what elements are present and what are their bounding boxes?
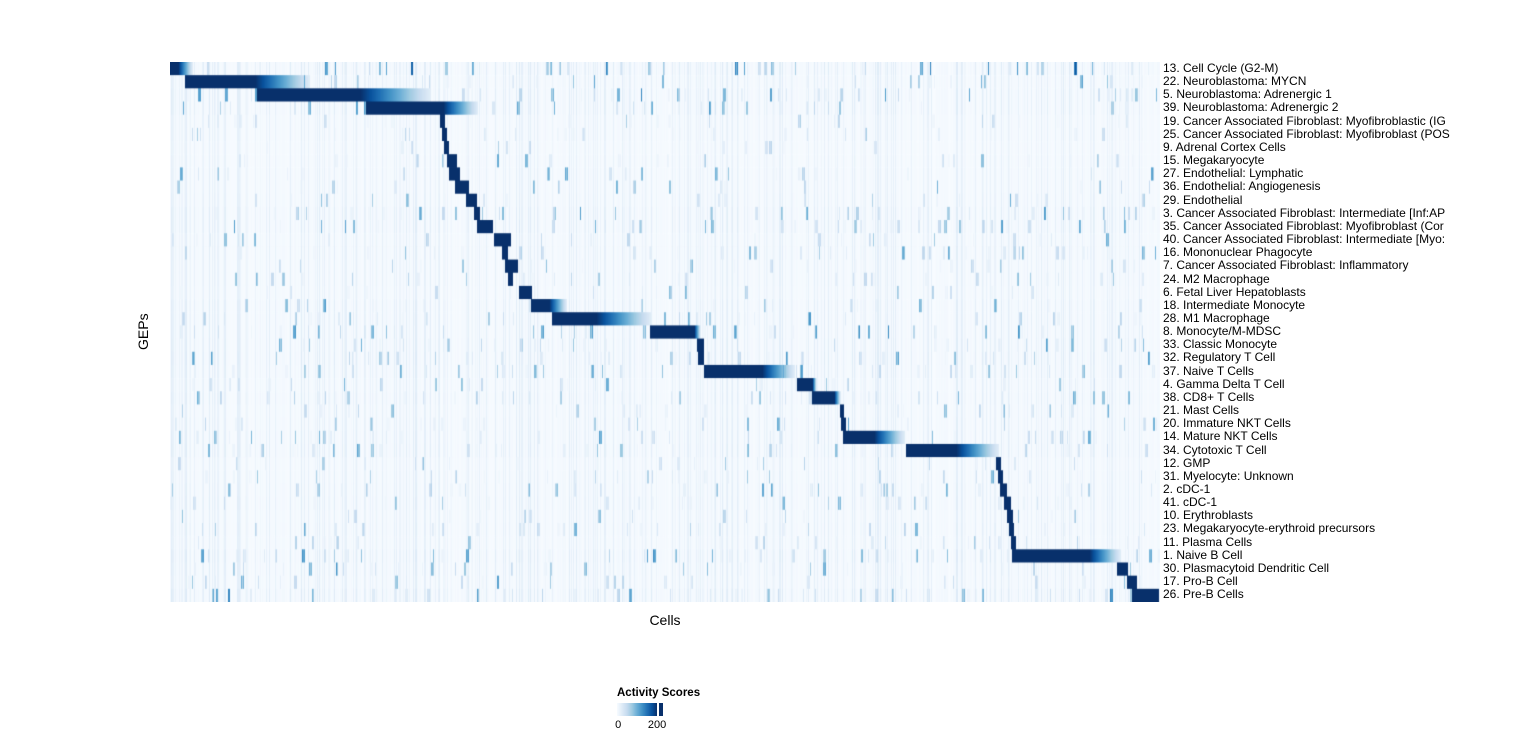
row-label: 30. Plasmacytoid Dendritic Cell [1163, 560, 1330, 575]
legend-title: Activity Scores [617, 687, 701, 699]
row-label: 8. Monocyte/M-MDSC [1163, 324, 1282, 339]
row-label: 16. Mononuclear Phagocyte [1163, 245, 1313, 260]
row-label: 7. Cancer Associated Fibroblast: Inflamm… [1163, 258, 1409, 273]
row-label: 31. Myelocyte: Unknown [1163, 468, 1294, 483]
row-label: 15. Megakaryocyte [1163, 153, 1265, 168]
row-label: 20. Immature NKT Cells [1163, 416, 1291, 431]
row-label: 36. Endothelial: Angiogenesis [1163, 179, 1321, 194]
colorbar-max-label: 200 [647, 719, 667, 731]
row-label: 13. Cell Cycle (G2-M) [1163, 61, 1279, 75]
row-label: 12. GMP [1163, 455, 1211, 470]
row-label: 40. Cancer Associated Fibroblast: Interm… [1163, 232, 1446, 247]
row-label: 17. Pro-B Cell [1163, 574, 1238, 589]
row-label: 29. Endothelial [1163, 192, 1243, 207]
colorbar-gradient [617, 703, 663, 716]
row-label: 10. Erythroblasts [1163, 508, 1254, 523]
row-label: 35. Cancer Associated Fibroblast: Myofib… [1163, 218, 1444, 233]
row-label: 27. Endothelial: Lymphatic [1163, 166, 1304, 181]
row-label: 5. Neuroblastoma: Adrenergic 1 [1163, 87, 1332, 102]
row-label: 34. Cytotoxic T Cell [1163, 442, 1267, 457]
row-label: 1. Naive B Cell [1163, 547, 1243, 562]
row-label: 3. Cancer Associated Fibroblast: Interme… [1163, 205, 1446, 220]
row-labels-column: 13. Cell Cycle (G2-M) 22. Neuroblastoma: … [1163, 61, 1540, 602]
row-label: 32. Regulatory T Cell [1163, 350, 1276, 365]
colorbar-tick-labels: 0 200 [615, 719, 667, 733]
row-label: 38. CD8+ T Cells [1163, 389, 1255, 404]
x-axis-label: Cells [649, 612, 681, 628]
row-label: 19. Cancer Associated Fibroblast: Myofib… [1163, 113, 1446, 128]
y-axis-label: GEPs [135, 313, 151, 351]
row-label: 14. Mature NKT Cells [1163, 429, 1278, 444]
heatmap-canvas [170, 62, 1160, 602]
row-label: 41. cDC-1 [1163, 495, 1218, 510]
colorbar-legend: Activity Scores 0 200 [615, 687, 757, 733]
row-label: 28. M1 Macrophage [1163, 310, 1270, 325]
row-label: 22. Neuroblastoma: MYCN [1163, 74, 1307, 89]
colorbar-tick-mark [657, 703, 659, 716]
row-label: 39. Neuroblastoma: Adrenergic 2 [1163, 100, 1339, 115]
row-label: 33. Classic Monocyte [1163, 337, 1278, 352]
row-label: 2. cDC-1 [1163, 482, 1211, 496]
colorbar-min-label: 0 [615, 719, 622, 731]
row-label: 18. Intermediate Monocyte [1163, 297, 1306, 312]
row-label: 9. Adrenal Cortex Cells [1163, 139, 1286, 154]
row-label: 11. Plasma Cells [1163, 534, 1253, 549]
row-label: 37. Naive T Cells [1163, 363, 1254, 378]
row-label: 25. Cancer Associated Fibroblast: Myofib… [1163, 126, 1450, 141]
row-label: 4. Gamma Delta T Cell [1163, 376, 1285, 391]
row-label: 26. Pre-B Cells [1163, 587, 1244, 602]
row-label: 24. M2 Macrophage [1163, 271, 1270, 286]
row-label: 23. Megakaryocyte-erythroid precursors [1163, 521, 1376, 536]
row-label: 21. Mast Cells [1163, 403, 1240, 418]
row-label: 6. Fetal Liver Hepatoblasts [1163, 284, 1306, 299]
